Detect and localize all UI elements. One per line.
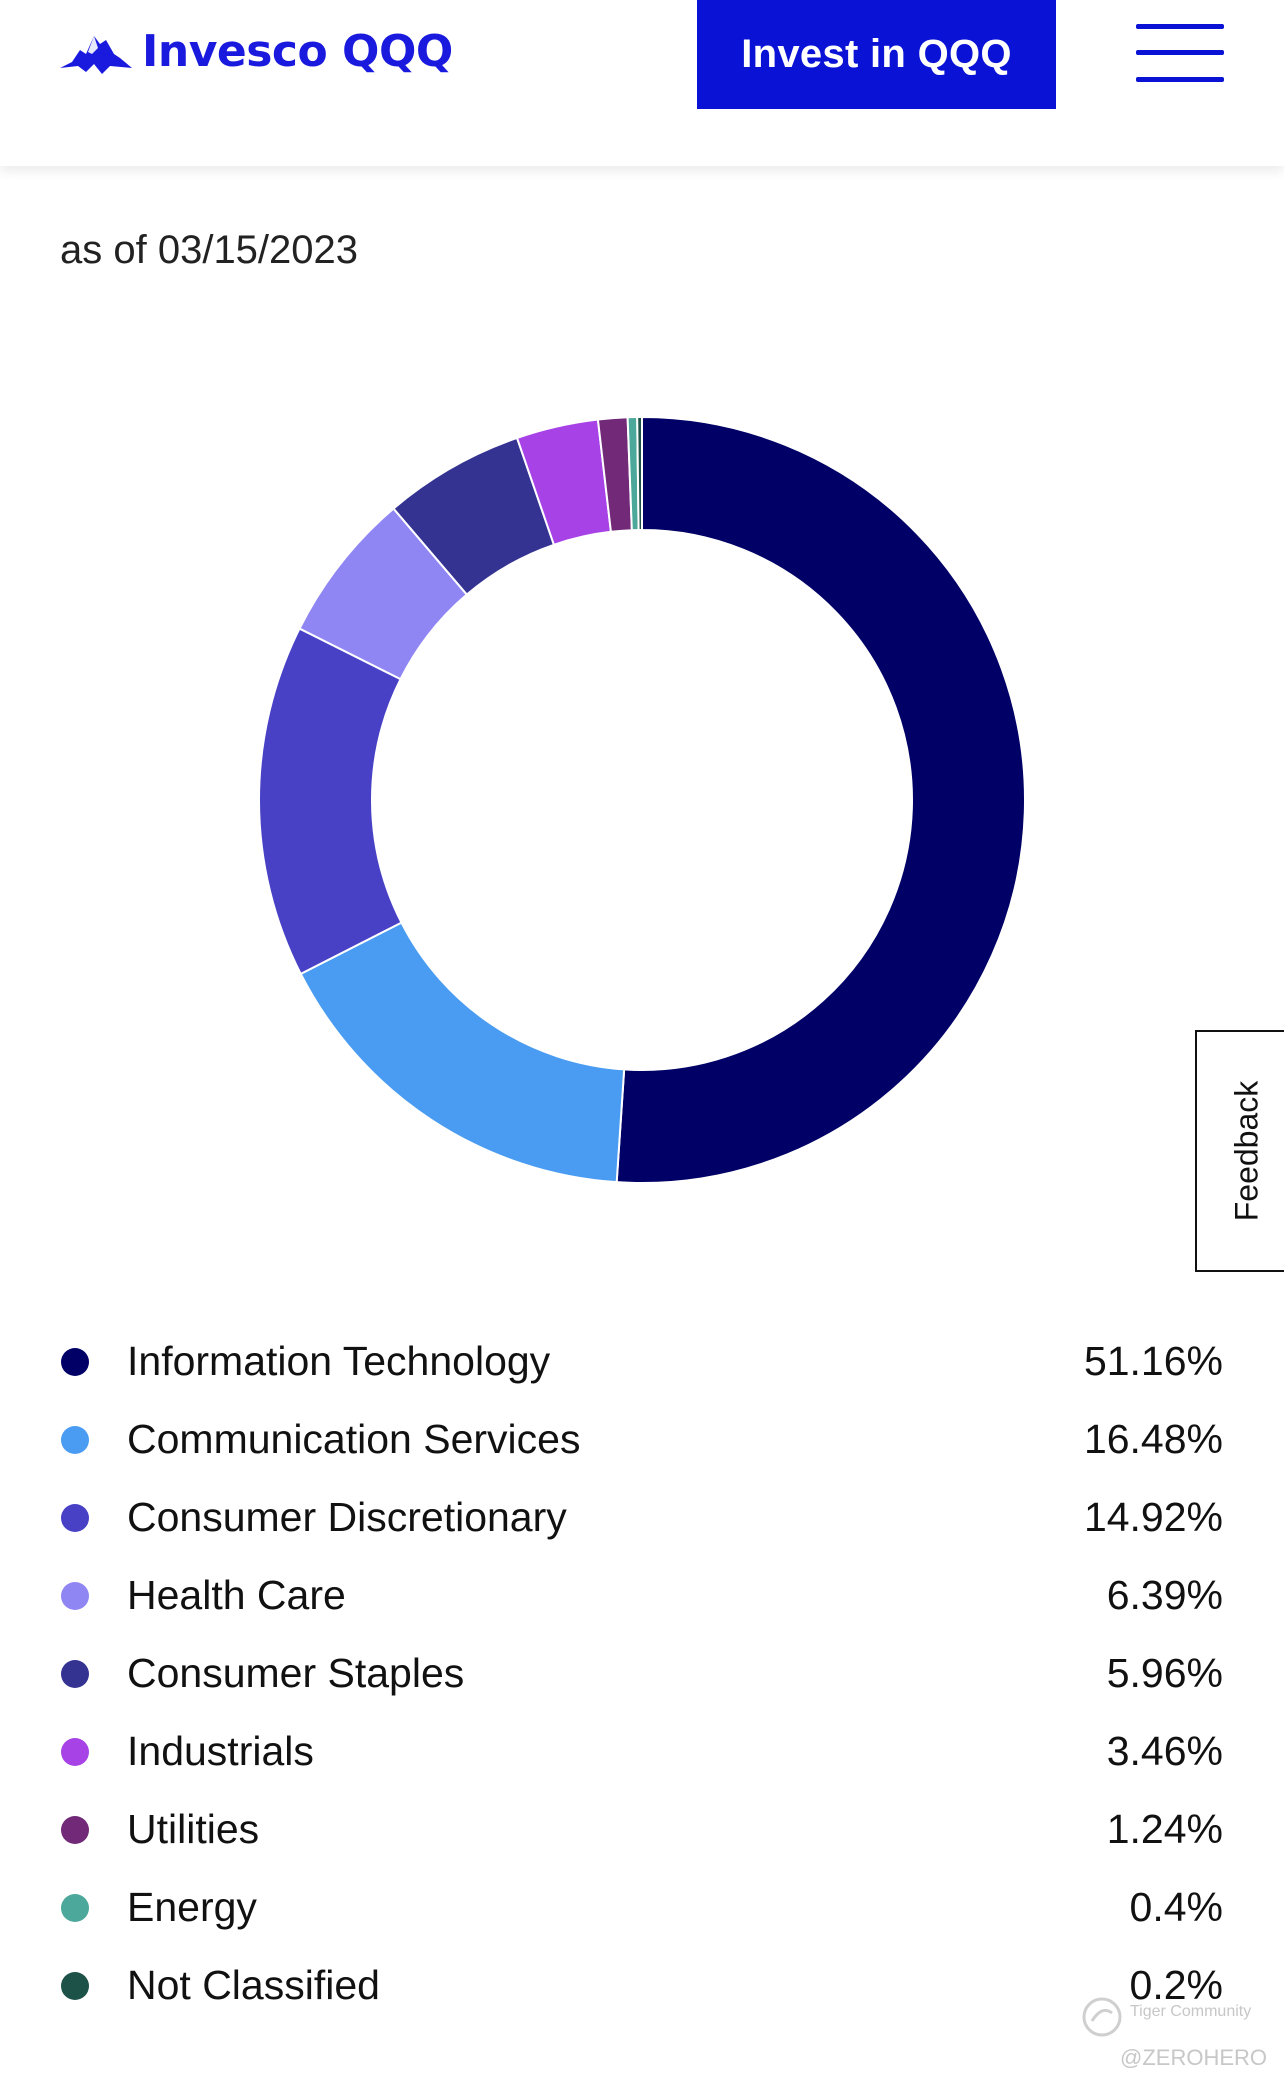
legend-dot-icon (61, 1660, 89, 1688)
legend-label: Utilities (127, 1806, 260, 1852)
legend-percentage: 1.24% (1106, 1806, 1223, 1852)
invesco-logo[interactable]: Invesco QQQ (58, 24, 453, 78)
legend-item: Consumer Staples 5.96% (0, 1632, 1284, 1710)
legend-percentage: 51.16% (1083, 1338, 1223, 1384)
sector-allocation-donut-chart (258, 415, 1026, 1184)
legend-dot-icon (61, 1816, 89, 1844)
legend-label: Industrials (127, 1728, 314, 1774)
legend-label: Consumer Staples (127, 1650, 465, 1696)
mountain-logo-icon (60, 36, 132, 74)
legend-item: Health Care 6.39% (0, 1554, 1284, 1632)
legend-item: Energy 0.4% (0, 1866, 1284, 1944)
watermark: Tiger Community @ZEROHERO (1080, 1995, 1280, 2080)
legend-label: Consumer Discretionary (127, 1494, 567, 1540)
legend-item: Industrials 3.46% (0, 1710, 1284, 1788)
legend-percentage: 0.4% (1129, 1884, 1223, 1930)
donut-slice-communication-services[interactable] (299, 921, 626, 1184)
legend-dot-icon (61, 1582, 89, 1610)
legend-percentage: 16.48% (1083, 1416, 1223, 1462)
legend-item: Not Classified 0.2% (0, 1944, 1284, 2022)
legend-dot-icon (61, 1348, 89, 1376)
watermark-user: @ZEROHERO (1120, 2045, 1268, 2070)
legend-percentage: 0.2% (1129, 1962, 1223, 2008)
legend-dot-icon (61, 1738, 89, 1766)
feedback-tab[interactable]: Feedback (1195, 1030, 1284, 1272)
invest-in-qqq-button[interactable]: Invest in QQQ (697, 0, 1056, 109)
legend-percentage: 3.46% (1106, 1728, 1223, 1774)
legend-item: Utilities 1.24% (0, 1788, 1284, 1866)
legend-label: Health Care (127, 1572, 346, 1618)
legend-label: Information Technology (127, 1338, 551, 1384)
legend-percentage: 14.92% (1083, 1494, 1223, 1540)
site-header: Invesco QQQ Invest in QQQ (0, 0, 1284, 166)
legend-item: Consumer Discretionary 14.92% (0, 1476, 1284, 1554)
hamburger-menu-icon[interactable] (1136, 24, 1224, 82)
as-of-date: as of 03/15/2023 (60, 228, 359, 272)
legend-dot-icon (61, 1894, 89, 1922)
legend-dot-icon (61, 1504, 89, 1532)
legend-label: Not Classified (127, 1962, 380, 2008)
legend-dot-icon (61, 1426, 89, 1454)
legend-percentage: 6.39% (1106, 1572, 1223, 1618)
legend-dot-icon (61, 1972, 89, 2000)
legend-item: Information Technology 51.16% (0, 1320, 1284, 1398)
feedback-label: Feedback (1228, 1080, 1265, 1222)
donut-slice-information-technology[interactable] (615, 415, 1026, 1184)
legend-item: Communication Services 16.48% (0, 1398, 1284, 1476)
legend-label: Energy (127, 1884, 257, 1930)
legend-percentage: 5.96% (1106, 1650, 1223, 1696)
donut-slice-not-classified[interactable] (636, 415, 643, 532)
tiger-community-icon (1082, 1997, 1122, 2037)
logo-text: Invesco QQQ (142, 25, 453, 77)
donut-slice-consumer-discretionary[interactable] (258, 627, 403, 976)
watermark-community: Tiger Community (1130, 2003, 1252, 2020)
legend-label: Communication Services (127, 1416, 581, 1462)
